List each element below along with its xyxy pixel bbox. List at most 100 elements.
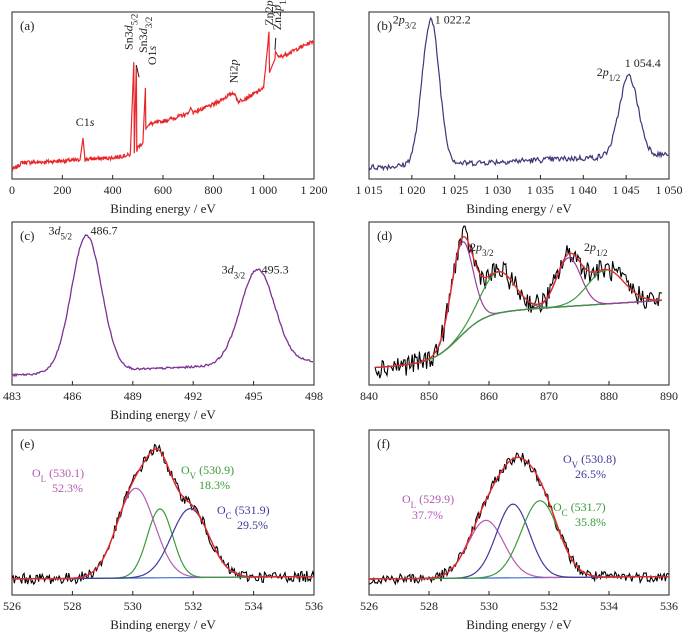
component-percent-c: 35.8% bbox=[575, 515, 606, 529]
component-ol-line bbox=[12, 487, 314, 580]
arrow-zn2p12 bbox=[274, 37, 277, 50]
component-percent-v: 18.3% bbox=[199, 478, 230, 492]
x-tick-label: 1 045 bbox=[613, 183, 640, 197]
x-tick-label: 600 bbox=[154, 183, 172, 197]
component-percent-l: 52.3% bbox=[52, 481, 83, 495]
x-tick-label: 534 bbox=[600, 599, 618, 613]
peak-label-sn3d32: Sn3d3/2 bbox=[136, 17, 154, 53]
panel-label: (e) bbox=[20, 436, 34, 451]
component-sat32-line bbox=[374, 271, 662, 369]
component-p12-line bbox=[374, 257, 662, 369]
panel-label: (c) bbox=[20, 228, 34, 243]
peak-value-3d52: 486.7 bbox=[90, 224, 117, 238]
envelope-fit-line bbox=[12, 448, 314, 580]
x-tick-label: 532 bbox=[184, 599, 202, 613]
x-tick-label: 860 bbox=[480, 389, 498, 403]
x-axis-label: Binding energy / eV bbox=[466, 201, 572, 216]
x-axis-label: Binding energy / eV bbox=[110, 407, 216, 422]
panel-label: (f) bbox=[377, 436, 390, 451]
x-axis-label: Binding energy / eV bbox=[466, 617, 572, 632]
x-tick-label: 530 bbox=[124, 599, 142, 613]
x-tick-label: 1 030 bbox=[484, 183, 511, 197]
peak-label-3d32: 3d3/2 bbox=[222, 263, 246, 281]
x-tick-label: 1 020 bbox=[398, 183, 425, 197]
peak-label-sn3d32-text: Sn3d3/2 bbox=[136, 17, 154, 53]
component-label-l: OL (530.1) bbox=[32, 466, 84, 484]
component-percent-l: 37.7% bbox=[412, 508, 443, 522]
x-tick-label: 528 bbox=[420, 599, 438, 613]
peak-label-3d52: 3d5/2 bbox=[48, 224, 72, 242]
zn2p-spectrum-line bbox=[368, 16, 669, 172]
x-tick-label: 526 bbox=[360, 599, 378, 613]
x-tick-label: 526 bbox=[3, 599, 21, 613]
x-tick-label: 840 bbox=[360, 389, 378, 403]
x-tick-label: 200 bbox=[53, 183, 71, 197]
panel-frame-c bbox=[11, 221, 315, 386]
peak-label-ni2p-text: Ni2p bbox=[226, 59, 240, 83]
x-tick-label: 400 bbox=[104, 183, 122, 197]
component-ol-line bbox=[369, 519, 669, 580]
component-label-l: OL (529.9) bbox=[402, 492, 454, 510]
x-tick-label: 534 bbox=[245, 599, 263, 613]
x-tick-label: 528 bbox=[63, 599, 81, 613]
component-percent-c: 29.5% bbox=[237, 518, 268, 532]
peak-label-2p12: 2p1/2 bbox=[584, 240, 608, 258]
x-tick-label: 1 200 bbox=[301, 183, 328, 197]
peak-label-zn2p32: Zn2p3/2 bbox=[262, 0, 280, 26]
component-percent-v: 26.5% bbox=[575, 467, 606, 481]
x-tick-label: 0 bbox=[9, 183, 15, 197]
x-tick-label: 1 050 bbox=[656, 183, 683, 197]
x-tick-label: 532 bbox=[540, 599, 558, 613]
ni2p-data-line bbox=[374, 225, 663, 379]
x-tick-label: 536 bbox=[305, 599, 323, 613]
peak-label-sn3d52: Sn3d5/2 bbox=[122, 14, 140, 50]
panel-frame-b bbox=[368, 11, 670, 180]
panel-label: (b) bbox=[377, 18, 392, 33]
peak-value-2p32: 1 022.2 bbox=[435, 13, 471, 27]
component-p32-line bbox=[374, 241, 662, 369]
x-tick-label: 1 015 bbox=[356, 183, 383, 197]
panel-frame-(f) bbox=[368, 429, 670, 596]
peak-value-2p12: 1 054.4 bbox=[625, 56, 661, 70]
component-ov-line bbox=[12, 508, 314, 580]
component-label-v: OV (530.9) bbox=[181, 463, 234, 481]
peak-label-sn3d52-text: Sn3d5/2 bbox=[122, 14, 140, 50]
arrow-sn3d32 bbox=[135, 65, 140, 78]
component-label-c: OC (531.9) bbox=[217, 503, 270, 521]
envelope-fit-line bbox=[374, 235, 662, 369]
panel-label: (a) bbox=[20, 18, 34, 33]
peak-label-o1s-text: O1s bbox=[145, 45, 159, 65]
x-tick-label: 1 035 bbox=[527, 183, 554, 197]
component-oc-line bbox=[12, 508, 314, 580]
x-tick-label: 483 bbox=[3, 389, 21, 403]
x-tick-label: 486 bbox=[63, 389, 81, 403]
peak-label-2p32: 2p3/2 bbox=[470, 240, 494, 258]
x-tick-label: 850 bbox=[420, 389, 438, 403]
x-tick-label: 530 bbox=[480, 599, 498, 613]
x-tick-label: 1 040 bbox=[570, 183, 597, 197]
x-axis-label: Binding energy / eV bbox=[110, 201, 216, 216]
peak-label-ni2p: Ni2p bbox=[226, 59, 240, 83]
x-tick-label: 800 bbox=[204, 183, 222, 197]
x-tick-label: 495 bbox=[245, 389, 263, 403]
o1s-data-line bbox=[11, 443, 315, 586]
survey-spectrum-line bbox=[11, 31, 315, 172]
panel-frame-d bbox=[368, 221, 670, 386]
peak-label-c1s: C1s bbox=[76, 115, 95, 129]
peak-value-3d32: 495.3 bbox=[262, 263, 289, 277]
component-label-v: OV (530.8) bbox=[563, 452, 616, 470]
x-tick-label: 492 bbox=[184, 389, 202, 403]
x-tick-label: 1 000 bbox=[250, 183, 277, 197]
x-tick-label: 870 bbox=[540, 389, 558, 403]
x-tick-label: 536 bbox=[660, 599, 678, 613]
peak-label-o1s: O1s bbox=[145, 45, 159, 65]
component-sat12-line bbox=[374, 269, 662, 369]
x-tick-label: 498 bbox=[305, 389, 323, 403]
peak-label-2p32: 2p3/2 bbox=[393, 13, 417, 31]
x-axis-label: Binding energy / eV bbox=[110, 617, 216, 632]
peak-label-2p12: 2p1/2 bbox=[597, 65, 621, 83]
panel-frame-(e) bbox=[11, 429, 315, 596]
